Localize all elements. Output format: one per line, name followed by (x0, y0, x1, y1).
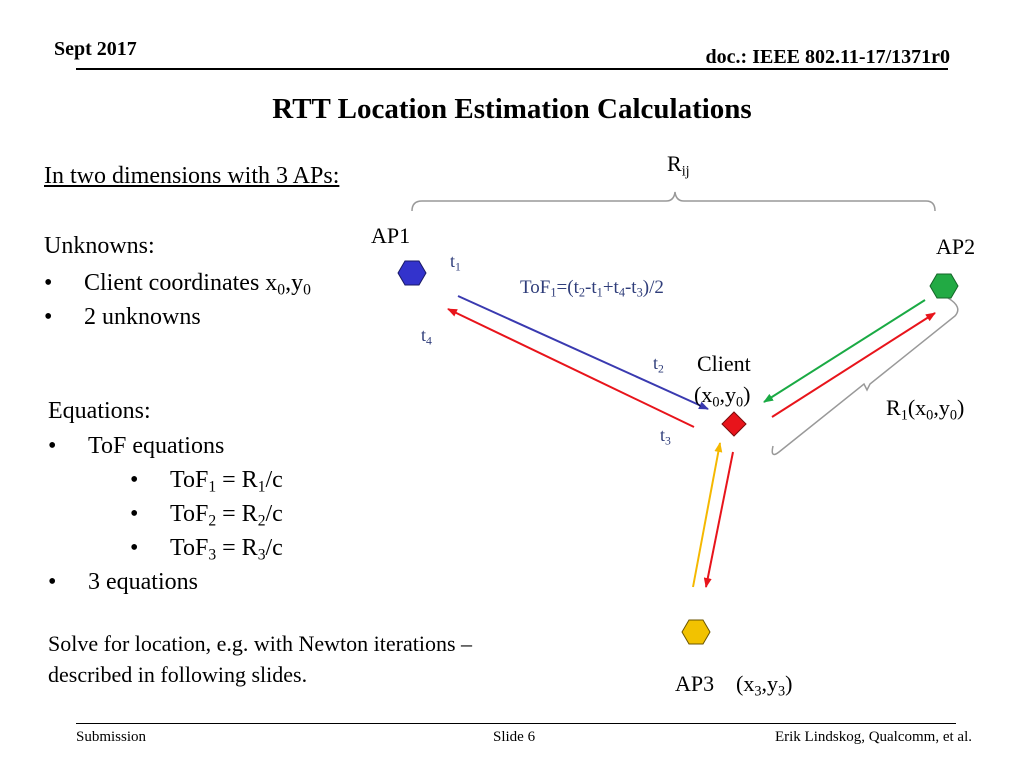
footer-author: Erik Lindskog, Qualcomm, et al. (774, 729, 972, 745)
ap2-label: AP2 (936, 234, 976, 259)
arrow-client-to-ap3 (703, 451, 734, 588)
rij-label: Rij (667, 151, 690, 180)
arrow-ap3-to-client (692, 442, 723, 588)
tof-formula: ToF1=(t2-t1+t4-t3)/2 (520, 277, 664, 300)
t3-label: t3 (660, 425, 671, 448)
footer-submission: Submission (76, 729, 147, 745)
header-date: Sept 2017 (54, 38, 137, 60)
arrow-ap1-to-client (457, 295, 709, 410)
t2-label: t2 (653, 353, 664, 376)
ap3-coordinates: (x3,y3) (736, 671, 793, 700)
tof-equation: ToF1 = R1/c (130, 463, 283, 497)
header-doc-id: doc.: IEEE 802.11-17/1371r0 (705, 46, 950, 68)
ap2-hexagon-icon (929, 273, 959, 299)
r1-label: R1(x0,y0) (886, 395, 965, 424)
equations-heading: Equations: (48, 398, 151, 424)
footer-rule (76, 723, 956, 724)
list-item: 3 equations (48, 565, 198, 599)
equations-list: ToF equations (48, 429, 224, 463)
equation-count-list: 3 equations (48, 565, 198, 599)
footer-slide-number: Slide 6 (493, 729, 536, 745)
header-rule (76, 68, 948, 70)
arrow-client-to-ap2 (771, 312, 936, 418)
slide-title: RTT Location Estimation Calculations (272, 93, 752, 125)
arrow-ap2-to-client (763, 299, 926, 403)
ap1-label: AP1 (371, 223, 411, 248)
t1-label: t1 (450, 251, 461, 274)
ap3-hexagon-icon (681, 619, 711, 645)
tof-equation-list: ToF1 = R1/c ToF2 = R2/c ToF3 = R3/c (130, 463, 283, 565)
solve-note: Solve for location, e.g. with Newton ite… (48, 631, 473, 687)
unknowns-heading: Unknowns: (44, 233, 155, 259)
client-diamond-icon (721, 411, 747, 437)
ap1-hexagon-icon (397, 260, 427, 286)
rij-brace (411, 191, 936, 212)
intro-text: In two dimensions with 3 APs: (44, 163, 340, 189)
tof-equation: ToF3 = R3/c (130, 531, 283, 565)
list-item: Client coordinates x0,y0 (44, 266, 311, 300)
ap3-label: AP3 (675, 671, 715, 696)
list-item: 2 unknowns (44, 300, 311, 334)
list-item: ToF equations (48, 429, 224, 463)
r1-bracket (771, 297, 959, 456)
unknowns-list: Client coordinates x0,y0 2 unknowns (44, 266, 311, 334)
arrow-client-to-ap1 (447, 308, 695, 428)
t4-label: t4 (421, 325, 432, 348)
client-coordinates: (x0,y0) (694, 382, 751, 411)
tof-equation: ToF2 = R2/c (130, 497, 283, 531)
client-label: Client (697, 351, 751, 376)
